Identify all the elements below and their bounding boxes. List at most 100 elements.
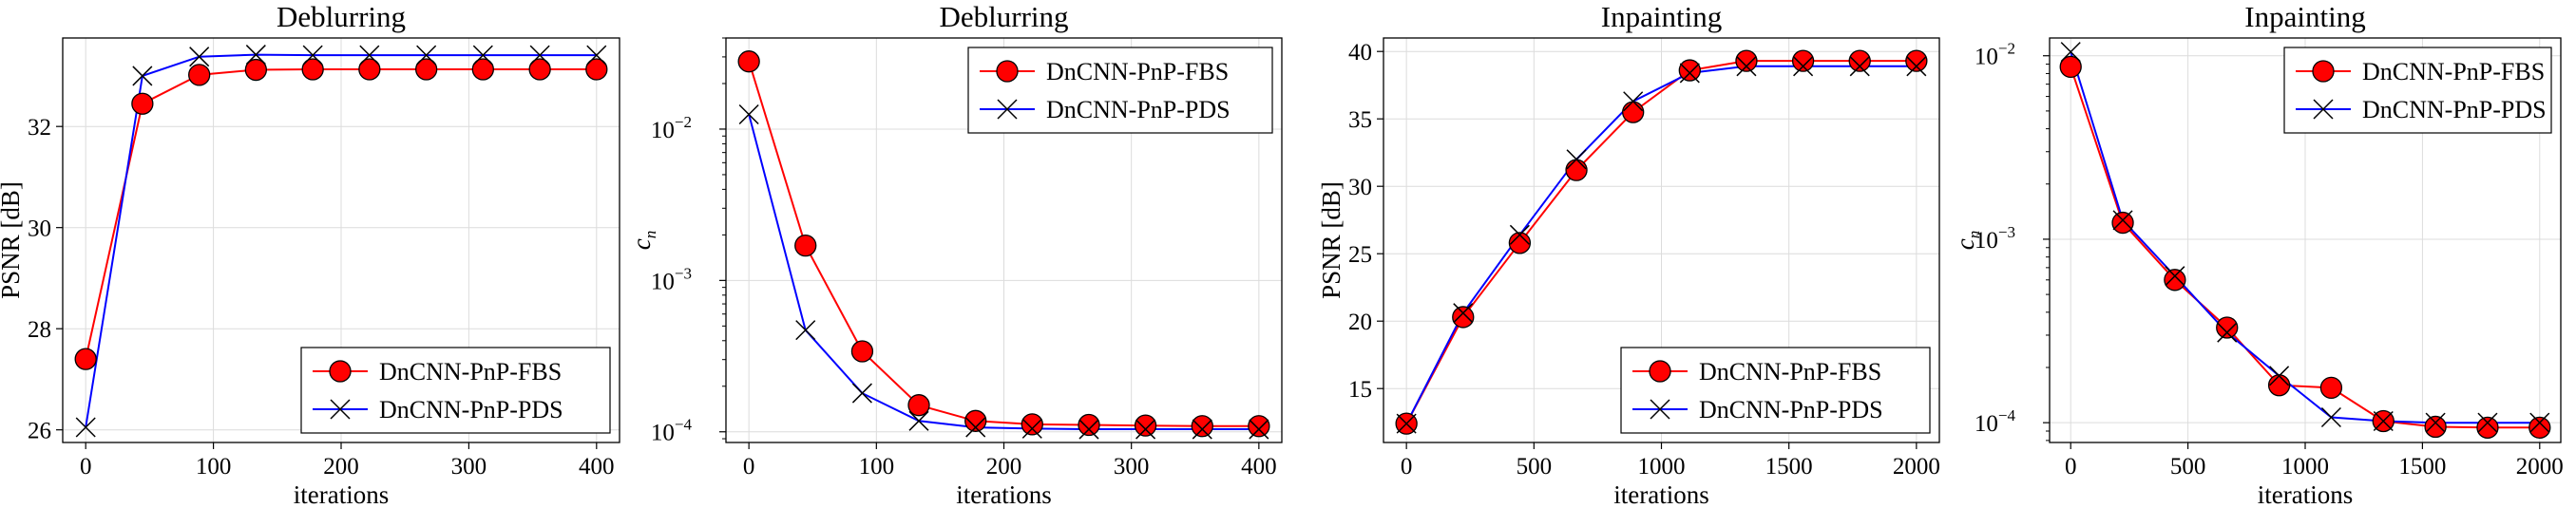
data-point-series-1 (1565, 159, 1588, 181)
data-point-series-2 (1249, 419, 1269, 440)
data-point-series-1 (1678, 59, 1701, 82)
data-point-series-2 (1396, 413, 1417, 434)
legend: DnCNN-PnP-FBS DnCNN-PnP-PDS (1620, 347, 1931, 434)
data-point-series-1 (850, 340, 874, 363)
x-tick-label: 2000 (2516, 454, 2564, 480)
data-point-series-2 (1566, 149, 1587, 170)
data-point-series-2 (2529, 412, 2550, 433)
x-tick-label: 1500 (1765, 454, 1813, 480)
y-tick-label: 20 (1348, 310, 1372, 335)
data-point-series-1 (471, 58, 494, 81)
data-point-series-1 (1134, 414, 1157, 437)
data-point-series-2 (189, 47, 210, 67)
y-tick-label: 10−2 (651, 113, 692, 143)
data-point-series-1 (1248, 415, 1270, 438)
data-point-series-2 (1906, 56, 1927, 77)
data-point-series-2 (359, 45, 380, 66)
data-point-series-2 (1135, 419, 1156, 440)
data-point-series-1 (1622, 101, 1645, 123)
chart-title: Deblurring (939, 0, 1068, 33)
x-axis-label: iterations (2258, 480, 2353, 508)
data-point-series-2 (1793, 56, 1814, 77)
data-point-series-2 (1509, 224, 1530, 245)
x-tick-label: 1000 (1638, 454, 1686, 480)
legend-marker-2 (997, 99, 1018, 120)
x-axis-label: iterations (956, 480, 1051, 508)
legend-marker-1 (1649, 360, 1671, 383)
data-point-series-2 (1679, 63, 1700, 84)
data-point-series-1 (737, 50, 760, 73)
data-point-series-2 (2269, 366, 2290, 386)
legend-label-1: DnCNN-PnP-FBS (2362, 58, 2545, 85)
y-tick-label: 10−2 (1975, 40, 2015, 70)
chart-panel-3: 0 500 1000 1500 2000 15 20 25 30 35 40 Inpainting it… (1317, 0, 1940, 508)
data-point-series-2 (2165, 266, 2185, 287)
chart-panel-2: 0 100 200 300 400 10−4 10−3 10−2 Deblurring itera… (627, 0, 1283, 508)
y-tick-label: 10−3 (651, 264, 692, 294)
chart-panel-1: 0 100 200 300 400 26 28 30 32 Deblurring iteration… (0, 0, 620, 508)
data-point-series-1 (2319, 376, 2343, 400)
legend-label-2: DnCNN-PnP-PDS (1046, 96, 1231, 123)
y-tick-label: 10−3 (1975, 223, 2015, 254)
legend-marker-1 (2312, 60, 2335, 83)
data-point-series-2 (2373, 410, 2394, 432)
data-point-series-2 (245, 45, 266, 66)
data-point-series-2 (75, 417, 96, 438)
x-tick-label: 400 (579, 454, 615, 480)
legend-box (300, 347, 611, 434)
x-tick-label: 2000 (1893, 454, 1940, 480)
data-point-series-2 (1849, 56, 1870, 77)
data-point-series-2 (1736, 56, 1757, 77)
y-tick-label: 40 (1348, 40, 1372, 66)
chart-title: Inpainting (2244, 0, 2365, 33)
y-axis-label: PSNR [dB] (1317, 181, 1345, 299)
data-point-series-1 (1452, 306, 1475, 329)
data-point-series-2 (472, 45, 493, 66)
data-point-series-2 (2425, 412, 2446, 433)
legend: DnCNN-PnP-FBS DnCNN-PnP-PDS (300, 347, 611, 434)
legend-label-2: DnCNN-PnP-PDS (1699, 396, 1883, 423)
legend-box (967, 47, 1273, 134)
data-point-series-2 (738, 103, 759, 125)
chart-title: Inpainting (1601, 0, 1722, 33)
series-line-2 (748, 114, 1259, 430)
data-point-series-1 (244, 58, 268, 82)
x-axis-label: iterations (1613, 480, 1708, 508)
y-tick-label: 15 (1348, 377, 1372, 403)
y-tick-label: 25 (1348, 242, 1372, 268)
data-point-series-2 (1021, 418, 1042, 439)
x-tick-label: 500 (1517, 454, 1553, 480)
data-point-series-1 (1848, 49, 1871, 72)
data-point-series-1 (2267, 374, 2291, 397)
data-point-series-1 (1508, 232, 1532, 254)
x-tick-label: 0 (2065, 454, 2077, 480)
data-point-series-2 (851, 383, 872, 404)
data-point-series-1 (2216, 316, 2239, 339)
chart-panel-4: 0 500 1000 1500 2000 10−4 10−3 10−2 Inpainting it… (1951, 0, 2564, 508)
legend-label-1: DnCNN-PnP-FBS (379, 358, 562, 386)
x-tick-label: 1000 (2281, 454, 2329, 480)
data-point-series-1 (2528, 416, 2551, 439)
x-tick-label: 0 (80, 454, 92, 480)
series-line-2 (85, 53, 597, 428)
data-point-series-2 (795, 320, 816, 341)
data-point-series-1 (358, 58, 381, 81)
x-tick-label: 100 (196, 454, 232, 480)
legend-marker-2 (2313, 99, 2334, 120)
data-point-series-1 (301, 58, 324, 81)
data-point-series-1 (2164, 269, 2186, 292)
series-line-1 (748, 61, 1259, 427)
data-point-series-2 (2217, 322, 2238, 343)
legend-marker-1 (329, 360, 352, 383)
series-line-2 (1405, 65, 1917, 424)
data-point-series-2 (2060, 42, 2081, 63)
series-line-1 (2070, 66, 2540, 429)
legend-box (2283, 47, 2552, 134)
data-point-series-1 (794, 234, 817, 257)
data-point-series-1 (2059, 55, 2082, 79)
x-tick-label: 100 (859, 454, 895, 480)
y-tick-label: 32 (28, 115, 51, 141)
legend-marker-1 (996, 60, 1019, 83)
x-tick-label: 1500 (2398, 454, 2446, 480)
